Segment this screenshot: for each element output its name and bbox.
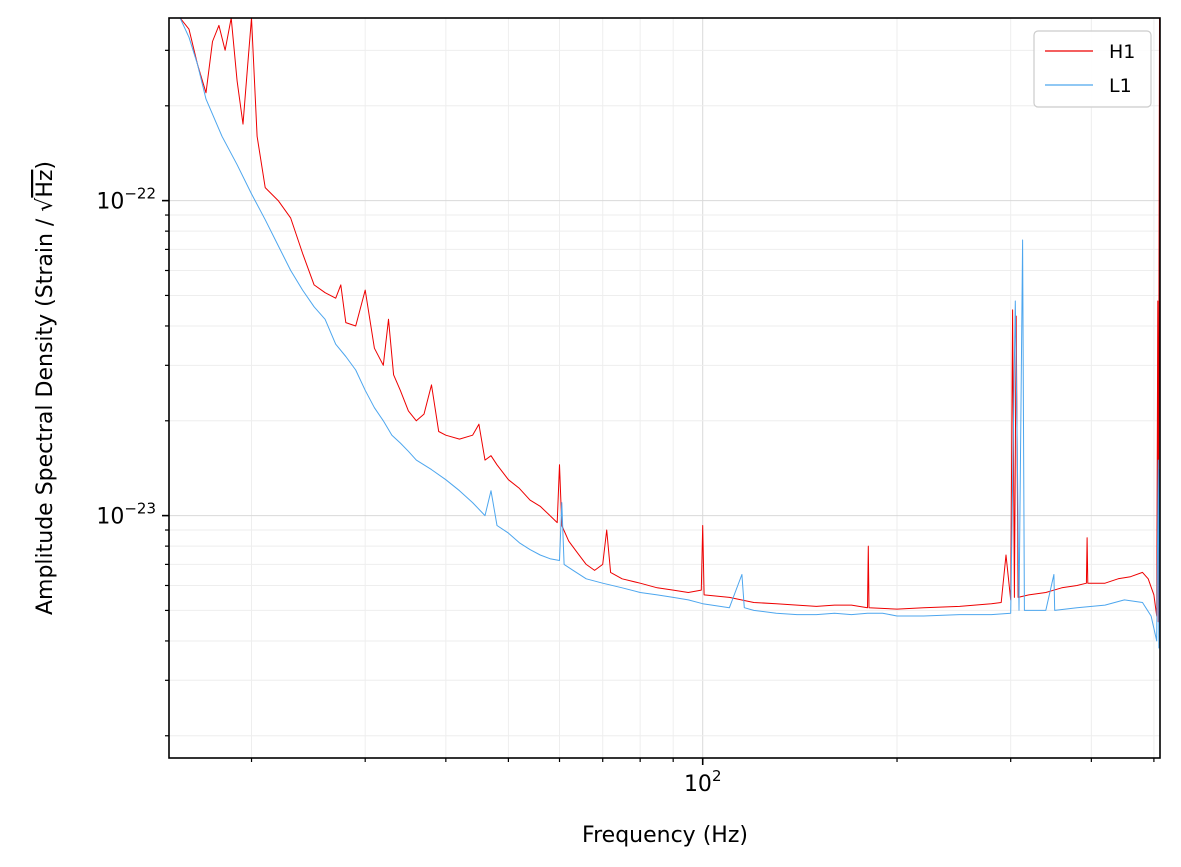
series-layer xyxy=(179,18,1160,649)
plot-background xyxy=(169,18,1160,758)
grid-lines xyxy=(169,18,1160,758)
legend-box xyxy=(1033,30,1152,108)
series-line-h1 xyxy=(179,18,1160,623)
x-axis-label: Frequency (Hz) xyxy=(582,823,748,848)
legend-label-l1: L1 xyxy=(1109,75,1132,97)
y-axis-label-radicand: Hz xyxy=(33,170,58,198)
legend: H1 L1 xyxy=(1033,30,1152,108)
y-tick-label: 10−23 xyxy=(96,500,156,530)
axis-tick-labels: 102 10−22 10−23 xyxy=(96,185,721,797)
axis-ticks xyxy=(162,49,1155,765)
legend-label-h1: H1 xyxy=(1109,41,1135,63)
y-axis-label-suffix: ) xyxy=(33,161,58,170)
y-tick-label: 10−22 xyxy=(96,185,156,215)
x-tick-label: 102 xyxy=(684,767,722,797)
series-line-l1 xyxy=(179,18,1160,649)
y-axis-label: Amplitude Spectral Density (Strain / √Hz… xyxy=(33,161,58,615)
y-axis-label-prefix: Amplitude Spectral Density (Strain / xyxy=(33,212,58,615)
sqrt-symbol: √ xyxy=(33,197,58,212)
plot-frame xyxy=(168,17,1161,759)
